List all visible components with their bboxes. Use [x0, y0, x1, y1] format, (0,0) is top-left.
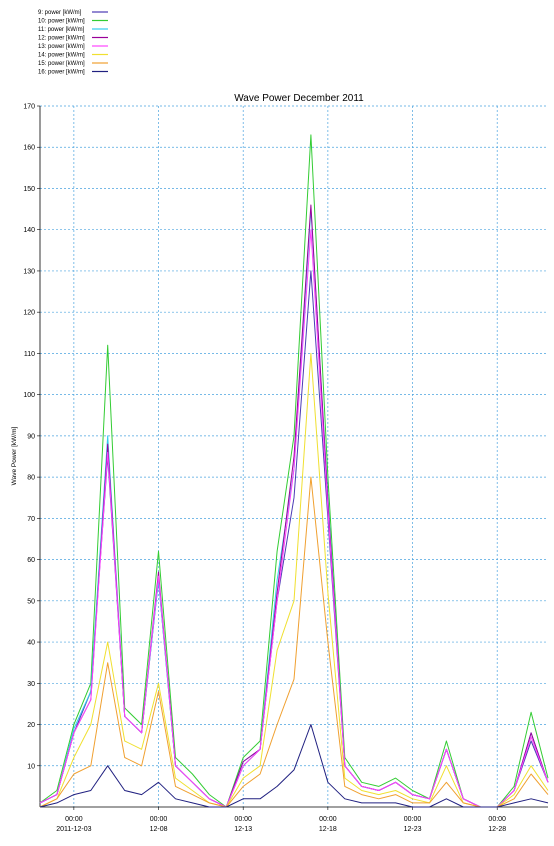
x-tick-time-label: 00:00: [319, 816, 337, 823]
y-tick-label: 70: [27, 516, 35, 523]
series-line-9: [39, 270, 549, 808]
series-lines: [39, 134, 549, 808]
x-tick-date-label: 12-18: [319, 826, 337, 833]
x-tick-time-label: 00:00: [150, 816, 168, 823]
legend-label: 10: power [kW/m]: [38, 19, 85, 25]
x-tick-time-label: 00:00: [65, 816, 83, 823]
y-tick-label: 130: [23, 268, 35, 275]
y-tick-label: 90: [27, 433, 35, 440]
y-tick-label: 80: [27, 475, 35, 482]
x-tick-date-label: 12-23: [404, 826, 422, 833]
series-line-15: [39, 476, 549, 808]
x-tick-date-label: 2011-12-03: [56, 826, 91, 833]
legend-label: 12: power [kW/m]: [38, 36, 85, 42]
legend-label: 13: power [kW/m]: [38, 44, 85, 50]
y-tick-label: 170: [23, 104, 35, 111]
y-tick-label: 30: [27, 681, 35, 688]
legend-label: 11: power [kW/m]: [38, 27, 85, 33]
legend-label: 14: power [kW/m]: [38, 53, 85, 59]
legend: 9: power [kW/m] 10: power [kW/m] 11: power…: [38, 10, 108, 76]
x-tick-time-label: 00:00: [234, 816, 252, 823]
x-tick-time-label: 00:00: [488, 816, 506, 823]
series-line-11: [39, 208, 549, 808]
series-line-13: [39, 229, 549, 808]
y-tick-label: 160: [23, 145, 35, 152]
y-tick-label: 140: [23, 227, 35, 234]
y-tick-label: 110: [24, 351, 35, 358]
y-tick-label: 60: [27, 557, 35, 564]
chart-title: Wave Power December 2011: [234, 93, 364, 104]
legend-label: 16: power [kW/m]: [38, 70, 85, 76]
x-axis-ticks: 00:00 2011-12-03 00:00 12-08 00:00 12-13 00:00…: [56, 807, 506, 833]
x-tick-date-label: 12-28: [488, 826, 506, 833]
y-tick-label: 150: [23, 186, 35, 193]
y-tick-label: 50: [27, 598, 35, 605]
x-tick-time-label: 00:00: [404, 816, 422, 823]
legend-label: 9: power [kW/m]: [38, 10, 82, 16]
y-axis-label: Wave Power [kW/m]: [11, 426, 18, 485]
series-line-16: [39, 724, 549, 808]
legend-label: 15: power [kW/m]: [38, 61, 85, 67]
series-line-12: [39, 204, 549, 808]
y-tick-label: 40: [27, 640, 35, 647]
y-tick-label: 10: [27, 763, 35, 770]
y-axis-ticks: 10 20 30 40 50 60 70 80 90 100 110 120 130 140 150 160 1…: [23, 104, 40, 770]
y-tick-label: 100: [23, 392, 35, 399]
y-tick-label: 120: [23, 310, 35, 317]
x-tick-date-label: 12-13: [234, 826, 252, 833]
y-tick-label: 20: [27, 722, 35, 729]
x-tick-date-label: 12-08: [150, 826, 168, 833]
